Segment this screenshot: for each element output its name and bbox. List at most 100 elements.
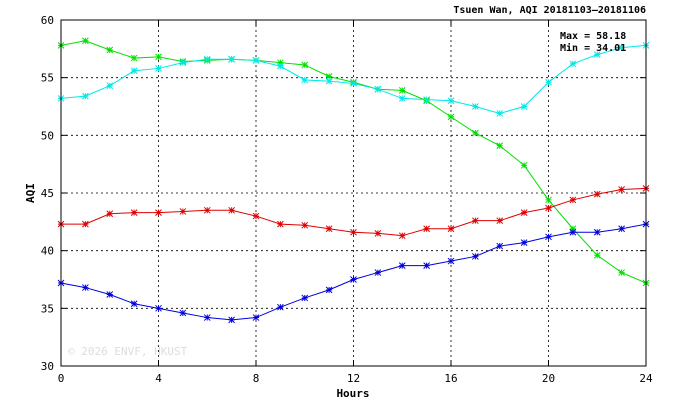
data-point <box>545 78 552 86</box>
grid-lines <box>61 20 646 366</box>
data-point <box>569 225 577 233</box>
data-point <box>496 217 504 225</box>
data-point <box>228 206 235 214</box>
data-point <box>618 269 625 276</box>
y-axis-title: AQI <box>24 183 37 203</box>
x-tick-label: 8 <box>253 372 260 385</box>
data-point <box>593 251 601 259</box>
data-point <box>496 110 504 117</box>
data-point <box>179 59 187 67</box>
data-point <box>301 76 309 84</box>
data-point <box>423 225 430 233</box>
data-point <box>472 129 479 137</box>
data-point <box>228 316 235 324</box>
x-tick-labels: 0 4 8 12 16 20 24 <box>58 372 653 385</box>
data-point <box>374 230 382 237</box>
data-point <box>228 55 235 63</box>
x-tick-label: 16 <box>444 372 457 385</box>
data-point <box>618 225 625 233</box>
data-point <box>350 276 357 283</box>
data-point <box>252 212 260 220</box>
tick-marks <box>60 19 647 367</box>
data-point <box>472 103 479 110</box>
data-point <box>82 92 89 100</box>
data-point <box>155 53 162 61</box>
x-axis-title: Hours <box>336 387 369 400</box>
data-point <box>618 44 625 52</box>
data-point <box>155 65 162 72</box>
data-point <box>350 228 357 236</box>
data-point <box>106 210 114 218</box>
data-point <box>423 96 430 103</box>
data-point <box>545 233 552 241</box>
data-point <box>252 57 260 64</box>
data-point <box>106 46 114 54</box>
data-point <box>82 37 89 45</box>
data-point <box>472 217 479 225</box>
series-layer <box>57 37 650 324</box>
series-group <box>57 42 650 117</box>
data-point <box>325 225 333 233</box>
data-point <box>398 262 406 270</box>
data-point <box>203 314 211 321</box>
max-stat: Max = 58.18 <box>560 31 626 42</box>
data-point <box>447 257 455 265</box>
y-tick-label: 55 <box>41 72 54 85</box>
data-point <box>569 60 577 68</box>
y-tick-label: 50 <box>41 129 54 142</box>
data-point <box>520 239 528 246</box>
data-point <box>106 291 114 298</box>
data-point <box>82 284 89 291</box>
data-point <box>130 300 138 308</box>
data-point <box>325 77 333 85</box>
data-point <box>252 314 260 321</box>
data-point <box>398 95 406 102</box>
data-point <box>203 206 211 214</box>
data-point <box>155 209 162 216</box>
data-point <box>569 228 577 236</box>
data-point <box>350 80 357 87</box>
data-point <box>545 204 552 212</box>
data-point <box>130 67 138 75</box>
series-group <box>57 220 650 324</box>
data-point <box>593 51 601 58</box>
data-point <box>203 55 211 63</box>
watermark: © 2026 ENVF, HKUST <box>68 345 188 358</box>
data-point <box>325 73 333 80</box>
data-point <box>374 269 382 276</box>
y-tick-label: 30 <box>41 360 54 373</box>
data-point <box>520 161 528 169</box>
data-point <box>447 225 455 233</box>
data-point <box>277 220 284 228</box>
x-tick-label: 0 <box>58 372 65 385</box>
x-tick-label: 4 <box>155 372 162 385</box>
data-point <box>593 190 601 198</box>
data-point <box>545 196 552 204</box>
x-tick-label: 24 <box>639 372 653 385</box>
data-point <box>618 186 625 193</box>
data-point <box>301 61 309 69</box>
data-point <box>447 97 455 105</box>
x-tick-label: 20 <box>542 372 555 385</box>
data-point <box>82 220 89 228</box>
data-point <box>130 209 138 216</box>
data-point <box>374 85 382 93</box>
data-point <box>301 294 309 302</box>
data-point <box>277 303 284 311</box>
data-point <box>277 59 284 67</box>
data-point <box>447 113 455 121</box>
chart-title: Tsuen Wan, AQI 20181103–20181106 <box>453 5 646 16</box>
data-point <box>423 262 430 270</box>
data-point <box>520 209 528 216</box>
data-point <box>179 208 187 215</box>
data-point <box>496 242 504 250</box>
data-point <box>496 142 504 150</box>
data-point <box>301 221 309 229</box>
data-point <box>106 82 114 90</box>
y-tick-label: 40 <box>41 245 54 258</box>
data-point <box>155 304 162 312</box>
y-tick-label: 45 <box>41 187 54 200</box>
data-point <box>472 253 479 260</box>
